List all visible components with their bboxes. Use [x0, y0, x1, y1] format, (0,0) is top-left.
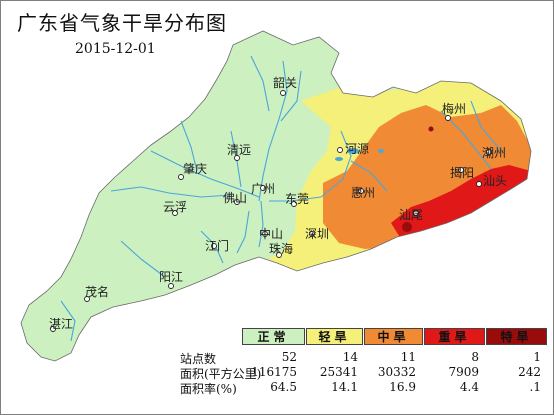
city-label-maoming: 茂名 [85, 284, 109, 299]
river-network [60, 55, 502, 342]
area-severe: 7909 [448, 365, 479, 379]
city-label-qingyuan: 清远 [227, 143, 251, 157]
legend-normal: 正常 [242, 328, 305, 345]
reservoirs [335, 148, 384, 161]
stations-extreme: 1 [533, 350, 541, 364]
ratio-severe: 4.4 [459, 380, 479, 394]
city-label-yangjiang: 阳江 [159, 270, 183, 284]
city-label-shanwei: 汕尾 [399, 208, 423, 222]
city-label-heyuan: 河源 [345, 142, 369, 156]
city-label-dongguan: 东莞 [285, 192, 309, 206]
city-label-huizhou: 惠州 [351, 186, 375, 200]
legend-light-drought: 轻旱 [306, 328, 363, 345]
city-markers [50, 90, 492, 332]
stations-severe: 8 [471, 350, 479, 364]
city-labels: 韶关 梅州 清远 河源 潮州 肇庆 揭阳 汕头 广州 佛山 东莞 惠州 云浮 汕… [49, 75, 507, 331]
legend-extreme-drought: 特旱 [486, 328, 547, 345]
area-moderate: 30332 [377, 365, 416, 379]
stations-moderate: 11 [400, 350, 416, 364]
city-label-shaoguan: 韶关 [273, 75, 297, 90]
city-label-jieyang: 揭阳 [450, 165, 474, 180]
legend-moderate-drought: 中旱 [364, 328, 423, 345]
city-label-zhaoqing: 肇庆 [183, 161, 207, 176]
map-date: 2015-12-01 [75, 41, 156, 57]
ratio-moderate: 16.9 [389, 380, 416, 394]
city-label-shantou: 汕头 [483, 174, 507, 188]
extreme-drought-spot-coast [402, 222, 412, 232]
area-normal: 116175 [251, 365, 297, 379]
area-extreme: 242 [518, 365, 541, 379]
ratio-extreme: .1 [529, 380, 541, 394]
city-label-meizhou: 梅州 [442, 101, 466, 116]
area-light: 25341 [319, 365, 358, 379]
city-label-guangzhou: 广州 [251, 182, 275, 196]
legend-severe-drought: 重旱 [424, 328, 485, 345]
extreme-drought-spot-inland [428, 126, 434, 132]
map-title: 广东省气象干旱分布图 [17, 11, 227, 35]
city-label-jiangmen: 江门 [205, 238, 229, 253]
stations-row-label: 站点数 [180, 352, 217, 366]
city-label-zhuhai: 珠海 [269, 241, 293, 256]
city-label-yunfu: 云浮 [163, 200, 187, 214]
stations-normal: 52 [281, 350, 297, 364]
city-label-zhongshan: 中山 [259, 226, 283, 241]
ratio-row-label: 面积率(%) [180, 382, 237, 396]
city-label-chaozhou: 潮州 [482, 145, 506, 160]
ratio-normal: 64.5 [270, 380, 297, 394]
severe-drought-area [391, 165, 531, 239]
ratio-light: 14.1 [331, 380, 358, 394]
stations-light: 14 [342, 350, 358, 364]
city-label-foshan: 佛山 [223, 191, 247, 205]
area-row-label: 面积(平方公里) [180, 367, 262, 381]
city-label-shenzhen: 深圳 [305, 227, 329, 241]
city-label-zhanjiang: 湛江 [49, 317, 73, 331]
